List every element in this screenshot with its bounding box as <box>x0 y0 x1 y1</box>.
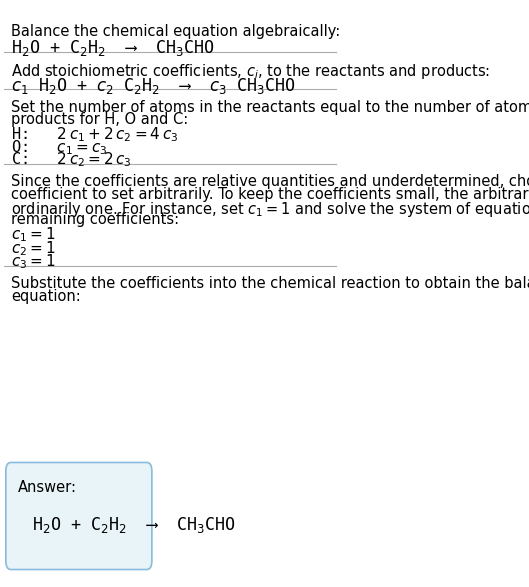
Text: $c_1$ H$_2$O + $c_2$ C$_2$H$_2$  ⟶  $c_3$ CH$_3$CHO: $c_1$ H$_2$O + $c_2$ C$_2$H$_2$ ⟶ $c_3$ … <box>11 76 296 96</box>
Text: products for H, O and C:: products for H, O and C: <box>11 112 188 127</box>
Text: H$_2$O + C$_2$H$_2$  ⟶  CH$_3$CHO: H$_2$O + C$_2$H$_2$ ⟶ CH$_3$CHO <box>11 38 214 58</box>
Text: O:   $c_1 = c_3$: O: $c_1 = c_3$ <box>11 138 107 157</box>
Text: $c_2 = 1$: $c_2 = 1$ <box>11 239 56 258</box>
FancyBboxPatch shape <box>6 463 152 569</box>
Text: Substitute the coefficients into the chemical reaction to obtain the balanced: Substitute the coefficients into the che… <box>11 276 529 291</box>
Text: C:   $2\,c_2 = 2\,c_3$: C: $2\,c_2 = 2\,c_3$ <box>11 151 132 169</box>
Text: ordinarily one. For instance, set $c_1 = 1$ and solve the system of equations fo: ordinarily one. For instance, set $c_1 =… <box>11 200 529 219</box>
Text: coefficient to set arbitrarily. To keep the coefficients small, the arbitrary va: coefficient to set arbitrarily. To keep … <box>11 187 529 202</box>
Text: $c_3 = 1$: $c_3 = 1$ <box>11 252 56 271</box>
Text: Since the coefficients are relative quantities and underdetermined, choose a: Since the coefficients are relative quan… <box>11 174 529 189</box>
Text: equation:: equation: <box>11 289 80 304</box>
Text: H$_2$O + C$_2$H$_2$  ⟶  CH$_3$CHO: H$_2$O + C$_2$H$_2$ ⟶ CH$_3$CHO <box>32 515 236 535</box>
Text: Set the number of atoms in the reactants equal to the number of atoms in the: Set the number of atoms in the reactants… <box>11 100 529 114</box>
Text: Add stoichiometric coefficients, $c_i$, to the reactants and products:: Add stoichiometric coefficients, $c_i$, … <box>11 62 490 81</box>
Text: Balance the chemical equation algebraically:: Balance the chemical equation algebraica… <box>11 25 340 39</box>
Text: $c_1 = 1$: $c_1 = 1$ <box>11 226 56 245</box>
Text: remaining coefficients:: remaining coefficients: <box>11 212 179 228</box>
Text: H:   $2\,c_1 + 2\,c_2 = 4\,c_3$: H: $2\,c_1 + 2\,c_2 = 4\,c_3$ <box>11 125 178 144</box>
Text: Answer:: Answer: <box>17 480 77 495</box>
